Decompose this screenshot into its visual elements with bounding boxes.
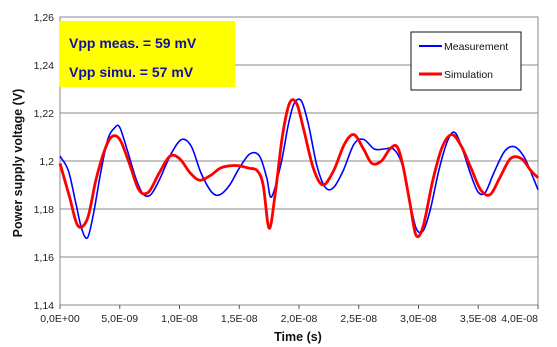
x-tick-label: 5,0E-09 xyxy=(101,313,138,325)
legend: Measurement Simulation xyxy=(410,31,522,91)
y-tick-label: 1,24 xyxy=(34,60,55,72)
x-axis-title: Time (s) xyxy=(274,330,322,344)
x-tick-label: 3,0E-08 xyxy=(400,313,437,325)
legend-label-measurement: Measurement xyxy=(444,41,508,53)
series-line-measurement xyxy=(59,98,539,240)
annotation-vpp-meas: Vpp meas. = 59 mV xyxy=(69,35,197,51)
y-tick-label: 1,22 xyxy=(34,108,55,120)
series-lines xyxy=(58,98,539,240)
annotation-vpp-simu: Vpp simu. = 57 mV xyxy=(69,64,194,80)
y-tick-label: 1,26 xyxy=(34,12,55,24)
y-tick-label: 1,14 xyxy=(34,300,55,312)
legend-box xyxy=(410,31,522,91)
y-tick-label: 1,16 xyxy=(34,252,55,264)
x-tick-label: 4,0E-08 xyxy=(501,313,538,325)
y-tick-label: 1,18 xyxy=(34,204,55,216)
x-tick-label: 3,5E-08 xyxy=(460,313,497,325)
y-axis-ticks: 1,14 1,16 1,18 1,2 1,22 1,24 1,26 xyxy=(34,12,55,312)
y-tick-label: 1,2 xyxy=(39,156,54,168)
annotation-box xyxy=(59,21,235,87)
series-line-simulation xyxy=(58,98,539,239)
x-tick-label: 2,0E-08 xyxy=(281,313,318,325)
legend-label-simulation: Simulation xyxy=(444,69,493,81)
x-tick-label: 1,5E-08 xyxy=(221,313,258,325)
x-tick-label: 2,5E-08 xyxy=(340,313,377,325)
x-tick-label: 0,0E+00 xyxy=(40,313,80,325)
y-axis-title: Power supply voltage (V) xyxy=(11,89,25,238)
x-tick-label: 1,0E-08 xyxy=(161,313,198,325)
x-axis-ticks: 0,0E+00 5,0E-09 1,0E-08 1,5E-08 2,0E-08 2,5E-… xyxy=(40,305,539,325)
